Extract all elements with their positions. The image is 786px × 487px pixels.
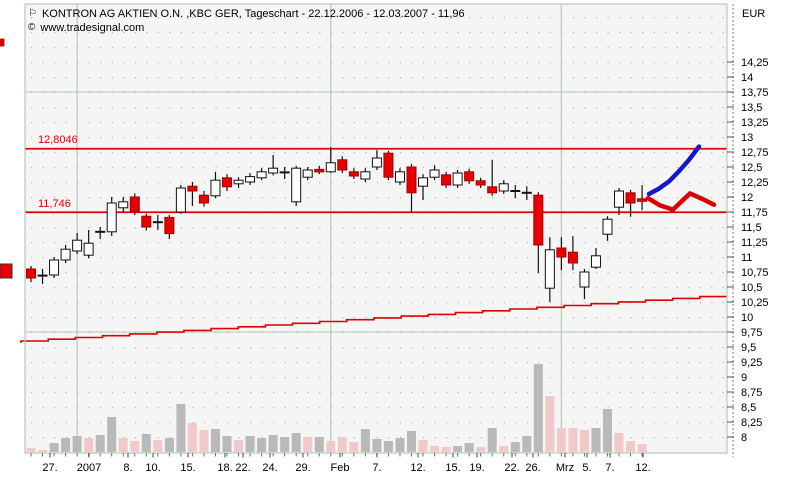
volume-bars — [26, 364, 647, 452]
svg-text:Mrz: Mrz — [556, 462, 574, 474]
svg-text:11,25: 11,25 — [741, 237, 768, 249]
svg-text:12.: 12. — [635, 462, 650, 474]
minor-level-lines — [25, 91, 727, 333]
svg-text:12,75: 12,75 — [741, 147, 769, 159]
watermark-bar: © www.tradesignal.com — [28, 22, 144, 34]
price-level-lines — [25, 147, 727, 214]
svg-text:24.: 24. — [262, 462, 277, 474]
x-axis: 27. 2007 8. 10. 15. 18. 22. 24. 29. Feb 7. 12. 15. 19… — [30, 453, 651, 474]
svg-text:9,5: 9,5 — [741, 342, 756, 354]
svg-text:7.: 7. — [605, 462, 614, 474]
y-axis: 14,25 14 13,75 13,5 13,25 13 12,75 12,5 12,25 12 1… — [727, 4, 769, 457]
svg-text:8,75: 8,75 — [741, 387, 762, 399]
currency-label: EUR — [742, 8, 766, 20]
svg-text:8,5: 8,5 — [741, 402, 756, 414]
svg-text:22.: 22. — [504, 462, 519, 474]
month-separator-lines — [76, 4, 562, 453]
svg-text:8.: 8. — [123, 462, 132, 474]
svg-text:11,5: 11,5 — [741, 222, 762, 234]
resistance-level-label: 12,8046 — [38, 134, 78, 146]
svg-text:Feb: Feb — [331, 462, 350, 474]
svg-text:27.: 27. — [42, 462, 57, 474]
trend-line — [20, 295, 727, 343]
svg-text:14: 14 — [741, 72, 753, 84]
svg-text:13: 13 — [741, 132, 753, 144]
candlesticks — [26, 147, 648, 302]
clipped-candle-artifacts — [0, 38, 13, 279]
svg-text:8: 8 — [741, 432, 747, 444]
svg-text:13,75: 13,75 — [741, 87, 769, 99]
copyright-icon: © — [28, 22, 36, 33]
chart-title-bar: ⚐ KONTRON AG AKTIEN O.N. ,KBC GER, Tages… — [28, 8, 465, 20]
svg-text:5.: 5. — [582, 462, 591, 474]
forecast-line-red — [645, 191, 717, 212]
svg-text:15.: 15. — [445, 462, 460, 474]
svg-text:7.: 7. — [372, 462, 381, 474]
support-level-label: 11,746 — [38, 198, 71, 210]
svg-text:12,25: 12,25 — [741, 177, 769, 189]
svg-text:26.: 26. — [525, 462, 540, 474]
svg-text:10.: 10. — [145, 462, 160, 474]
svg-text:22.: 22. — [235, 462, 250, 474]
svg-text:2007: 2007 — [77, 462, 101, 474]
svg-text:18.: 18. — [217, 462, 232, 474]
svg-text:8,25: 8,25 — [741, 417, 762, 429]
svg-text:9,25: 9,25 — [741, 357, 762, 369]
svg-text:12,5: 12,5 — [741, 162, 762, 174]
svg-text:15.: 15. — [180, 462, 195, 474]
svg-text:12.: 12. — [410, 462, 425, 474]
forecast-lines — [645, 144, 717, 212]
svg-text:9,75: 9,75 — [741, 327, 762, 339]
svg-text:11: 11 — [741, 252, 752, 264]
svg-text:9: 9 — [741, 372, 747, 384]
svg-text:12: 12 — [741, 192, 753, 204]
chart-title: KONTRON AG AKTIEN O.N. ,KBC GER, Tagesch… — [41, 8, 465, 20]
svg-text:13,25: 13,25 — [741, 117, 769, 129]
svg-text:19.: 19. — [469, 462, 484, 474]
svg-text:29.: 29. — [295, 462, 310, 474]
svg-text:10,75: 10,75 — [741, 267, 769, 279]
forecast-line-blue — [646, 144, 702, 197]
svg-text:13,5: 13,5 — [741, 102, 762, 114]
svg-text:10,25: 10,25 — [741, 297, 769, 309]
svg-text:10: 10 — [741, 312, 753, 324]
flag-icon: ⚐ — [28, 8, 37, 19]
svg-text:14,25: 14,25 — [741, 57, 769, 69]
svg-text:10,5: 10,5 — [741, 282, 762, 294]
watermark-text: www.tradesignal.com — [40, 22, 145, 34]
svg-text:11,75: 11,75 — [741, 207, 768, 219]
